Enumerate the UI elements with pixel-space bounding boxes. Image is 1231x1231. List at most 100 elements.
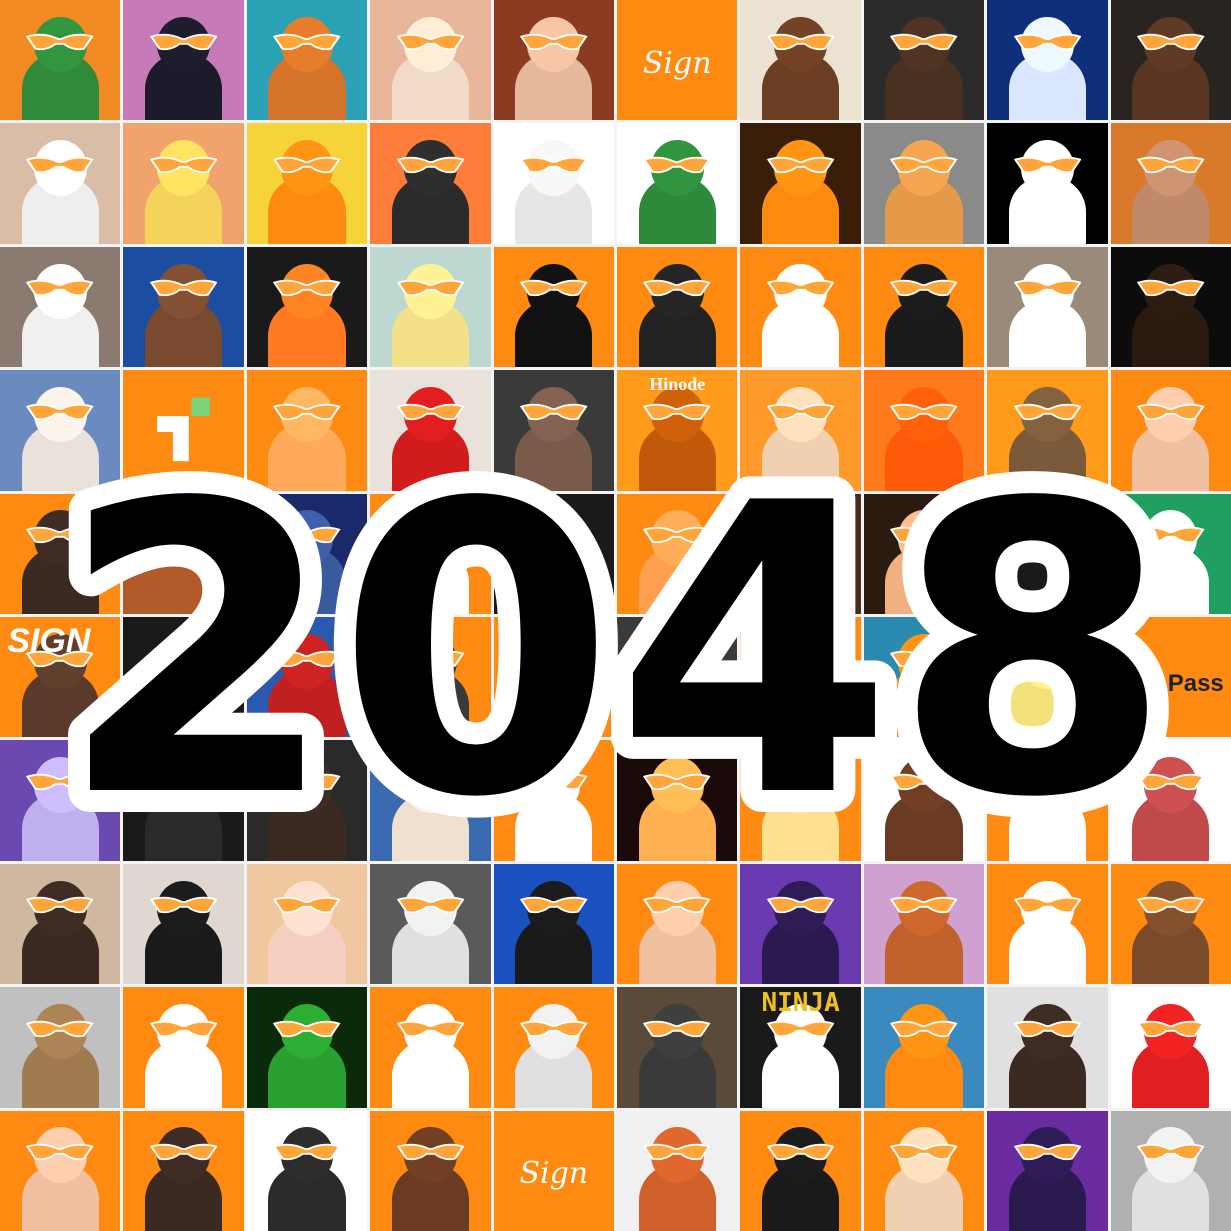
hinode-cat-avatar: Hinode (617, 370, 738, 491)
sunglasses-icon (273, 773, 341, 791)
fish-avatar (863, 617, 985, 738)
abstract-hand-avatar (1110, 740, 1231, 861)
sunglasses-icon (149, 650, 218, 668)
sketch-girl-avatar (493, 123, 614, 244)
sunglasses-icon (890, 279, 958, 297)
sunglasses-icon (1013, 33, 1082, 51)
curly-hair-avatar (123, 1110, 244, 1231)
flower-girl-avatar (370, 246, 491, 368)
helmet-avatar (493, 987, 614, 1108)
mascot-suit-avatar (370, 370, 491, 491)
sunglasses-icon (766, 156, 835, 174)
cartoon-kid-avatar (1110, 987, 1231, 1108)
penguin-wizard-avatar (123, 0, 244, 121)
sunglasses-icon (26, 1020, 94, 1038)
sunglasses-icon (149, 896, 218, 914)
yellow-hoodie-avatar (863, 740, 985, 861)
cat-jester-avatar (246, 0, 368, 121)
hooded-boy-avatar (0, 493, 121, 614)
sunglasses-icon (1013, 773, 1082, 791)
smiley-pattern-avatar (617, 246, 738, 368)
ape-yellow-avatar (987, 617, 1108, 738)
flame-hair-avatar (617, 740, 738, 861)
sunglasses-icon (890, 896, 958, 914)
sunglasses-icon (520, 650, 588, 668)
sunglasses-icon (766, 650, 835, 668)
sunglasses-icon (643, 526, 711, 544)
bucket-hat-avatar (740, 1110, 861, 1231)
frog-avatar (0, 0, 121, 121)
sunglasses-icon (1137, 896, 1205, 914)
sunglasses-icon (396, 773, 465, 791)
orange-cat-avatar (863, 123, 985, 244)
sunglasses-icon (766, 896, 835, 914)
sunglasses-icon (1137, 773, 1205, 791)
sunglasses-icon (766, 1143, 835, 1161)
red-cap-avatar (123, 987, 244, 1108)
ninja-avatar: NINJA (740, 987, 861, 1108)
sunglasses-icon (396, 650, 465, 668)
rapper-avatar (370, 1110, 491, 1231)
sunglasses-icon (890, 526, 958, 544)
sunglasses-icon (273, 650, 341, 668)
sunglasses-icon (396, 1020, 465, 1038)
robot-hero-avatar (246, 617, 368, 738)
cartoon-man-avatar (0, 1110, 121, 1231)
anime-orange-hair-avatar (863, 987, 985, 1108)
manga-boy-avatar (246, 1110, 368, 1231)
ufo-mascot-avatar (987, 740, 1108, 861)
lion-avatar (987, 493, 1108, 614)
suit-avatar (123, 740, 244, 861)
penguin-avatar (370, 123, 491, 244)
sunglasses-icon (520, 403, 588, 421)
orange-shape-avatar (493, 617, 614, 738)
sunglasses-icon (1137, 403, 1205, 421)
sunglasses-icon (520, 1020, 588, 1038)
pixel-man-avatar (863, 1110, 985, 1231)
beanie-cat-avatar (370, 863, 491, 985)
sunglasses-icon (273, 526, 341, 544)
husky-avatar (0, 370, 121, 491)
swirl-man-avatar (863, 863, 985, 985)
orange-abstract-avatar (617, 493, 738, 614)
sunglasses-icon (890, 156, 958, 174)
sunglasses-icon (396, 403, 465, 421)
sunglasses-icon (890, 33, 958, 51)
sunglasses-icon (520, 156, 588, 174)
anime-blonde-avatar (123, 123, 244, 244)
tile-caption: SIGN (7, 621, 91, 660)
sculpture-avatar (617, 1110, 738, 1231)
yin-yang-avatar (987, 123, 1108, 244)
sunglasses-icon (26, 773, 94, 791)
laser-eye-avatar (0, 740, 121, 861)
sunglasses-icon (766, 1020, 835, 1038)
doodle-face-avatar (246, 370, 368, 491)
dreadlock-avatar (863, 0, 985, 121)
sunglasses-icon (643, 650, 711, 668)
sunglasses-icon (766, 33, 835, 51)
sign-dynasty-tile (123, 493, 244, 614)
sunglasses-icon (1137, 279, 1205, 297)
sunglasses-icon (1013, 403, 1082, 421)
tile-caption: Hinode (649, 373, 706, 394)
sunglasses-icon (149, 1020, 218, 1038)
woman-dark-avatar (1110, 0, 1231, 121)
sunglasses-icon (26, 403, 94, 421)
bald-man-avatar (740, 370, 861, 491)
sunglasses-icon (1013, 279, 1082, 297)
sunglasses-icon (396, 896, 465, 914)
sunglasses-icon (273, 1020, 341, 1038)
sign-script-tile: Sign (493, 1110, 614, 1231)
sunglasses-icon (766, 526, 835, 544)
grin-mascot-avatar (493, 740, 614, 861)
sunglasses-icon (396, 1143, 465, 1161)
sunglasses-icon (26, 1143, 94, 1161)
comic-cat-avatar (246, 123, 368, 244)
panda-avatar (1110, 493, 1231, 614)
ape-avatar (987, 370, 1108, 491)
sunglasses-icon (643, 896, 711, 914)
bird-avatar (0, 123, 121, 244)
sunglasses-icon (1013, 1143, 1082, 1161)
pixel-logo-icon (157, 397, 211, 464)
sunglasses-icon (273, 896, 341, 914)
